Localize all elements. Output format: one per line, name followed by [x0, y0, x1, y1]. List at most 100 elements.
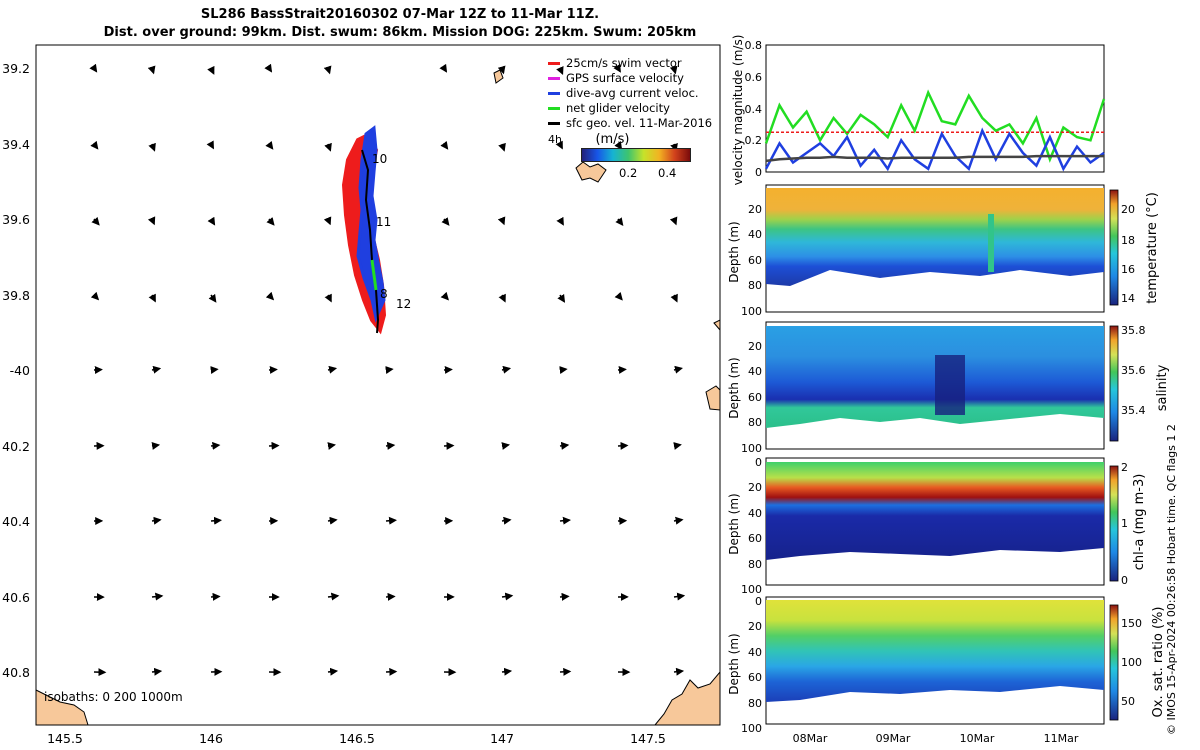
map-legend: 25cm/s swim vector GPS surface velocity … [548, 56, 713, 180]
depth-tick: 100 [741, 583, 762, 596]
velocity-line-dive-avg-current [764, 127, 1105, 172]
current-vector-arrow [327, 442, 336, 450]
current-vector-arrow [559, 441, 570, 450]
current-vector-arrow [207, 65, 215, 75]
current-vector-arrow [210, 441, 221, 450]
current-vector-arrow [669, 65, 678, 75]
temp-c-label: temperature (°C) [1145, 192, 1160, 304]
current-vector-arrow [327, 516, 338, 525]
current-vector-arrow [440, 291, 449, 301]
depth-tick: 100 [741, 305, 762, 318]
current-vector-arrow [669, 216, 678, 226]
current-vector-arrow [614, 291, 623, 301]
depth-tick: 60 [748, 391, 762, 404]
legend-item-dive: dive-avg current veloc. [548, 86, 712, 101]
current-vector-arrow [210, 366, 219, 375]
time-x-tick: 08Mar [793, 732, 828, 745]
map-y-tick: 40.8 [2, 665, 30, 680]
depth-tick: 100 [741, 722, 762, 735]
temp-c-tick: 20 [1121, 203, 1135, 216]
current-vector-arrow [147, 216, 156, 226]
temp-c-tick: 14 [1121, 292, 1135, 305]
current-vector-arrow [617, 365, 627, 374]
legend-label: sfc geo. vel. 11-Mar-2016 [566, 116, 713, 130]
current-vector-arrow [617, 441, 629, 450]
velocity-series [764, 89, 1106, 172]
track-label-10: 10 [372, 152, 387, 166]
depth-tick: 0 [755, 595, 762, 608]
legend-swatch [548, 92, 560, 95]
current-vector-arrow [210, 516, 222, 525]
depth-tick: 20 [748, 620, 762, 633]
ox-c-tick: 100 [1121, 656, 1142, 669]
legend-swatch [548, 77, 560, 80]
map-y-tick: 39.6 [2, 212, 30, 227]
time-x-tick: 10Mar [960, 732, 995, 745]
current-vector-arrow [501, 592, 514, 601]
depth-tick: 40 [748, 507, 762, 520]
current-vector-arrow [268, 365, 278, 374]
figure-title: SL286 BassStrait20160302 07-Mar 12Z to 1… [0, 6, 800, 42]
legend-item-swim: 25cm/s swim vector [548, 56, 712, 71]
legend-units: (m/s) [595, 132, 630, 147]
isobaths-label: isobaths: 0 200 1000m [44, 690, 183, 704]
current-vector-arrow [264, 63, 273, 73]
depth-label: Depth (m) [727, 493, 741, 554]
sal-c-label: salinity [1155, 364, 1170, 411]
current-vector-arrow [266, 217, 275, 226]
map-x-tick: 145.5 [47, 731, 83, 746]
current-vector-arrow [90, 291, 100, 301]
depth-tick: 80 [748, 416, 762, 429]
current-vector-arrow [559, 592, 570, 601]
current-vector-arrow [440, 140, 449, 150]
current-vector-arrow [151, 442, 161, 450]
legend-item-gps: GPS surface velocity [548, 71, 712, 86]
land-se [653, 670, 721, 726]
vel-y-tick: 0.6 [745, 71, 763, 84]
sal-c-tick: 35.6 [1121, 364, 1146, 377]
depth-label: Depth (m) [727, 221, 741, 282]
legend-label: net glider velocity [566, 101, 670, 115]
current-vector-arrow [327, 365, 338, 374]
current-vector-arrow [439, 63, 448, 73]
depth-label: Depth (m) [727, 633, 741, 694]
depth-tick: 100 [741, 442, 762, 455]
current-vector-arrow [89, 63, 98, 73]
current-vector-arrow [673, 667, 685, 676]
depth-tick: 40 [748, 646, 762, 659]
current-vector-arrow [501, 365, 512, 374]
legend-colorbar-header: 4h (m/s) [548, 132, 698, 147]
ox-c-tick: 150 [1121, 617, 1142, 630]
temperature-panel: 20 40 60 80 100 14 16 18 20 Depth (m) te… [727, 184, 1160, 318]
current-vector-arrow [207, 216, 216, 226]
current-vector-arrow [673, 365, 683, 374]
vel-y-tick: 0.8 [745, 39, 763, 52]
depth-tick: 40 [748, 228, 762, 241]
colorbar-tick: 0.2 [619, 166, 638, 180]
depth-tick: 20 [748, 481, 762, 494]
legend-swatch [548, 107, 560, 110]
vel-y-tick: 0 [755, 166, 762, 179]
current-vector-arrow [555, 140, 563, 150]
current-vector-arrow [206, 140, 214, 150]
current-vector-arrow [151, 365, 162, 374]
oxygen-panel: 0 20 40 60 80 100 50 100 150 Depth (m) O… [727, 595, 1166, 745]
track-label-12: 12 [396, 297, 411, 311]
current-vector-arrow [559, 667, 572, 676]
current-vector-arrow [497, 216, 506, 226]
depth-tick: 40 [748, 365, 762, 378]
legend-label: 25cm/s swim vector [566, 56, 682, 70]
time-x-tick: 11Mar [1044, 732, 1079, 745]
legend-hour-label: 4h [548, 133, 562, 146]
map-y-tick: 39.8 [2, 288, 30, 303]
velocity-panel: 0 0.2 0.4 0.6 0.8 velocity magnitude (m/… [731, 35, 1106, 185]
ox-c-label: Ox. sat. ratio (%) [1151, 607, 1166, 718]
map-x-tick: 147 [490, 731, 514, 746]
gps-track [370, 259, 378, 291]
depth-tick: 20 [748, 340, 762, 353]
current-vector-arrow [614, 141, 623, 150]
current-vector-arrow [323, 216, 332, 226]
map-y-tick: 40.4 [2, 514, 30, 529]
current-vector-arrow [385, 366, 394, 374]
current-vector-arrow [91, 216, 100, 226]
